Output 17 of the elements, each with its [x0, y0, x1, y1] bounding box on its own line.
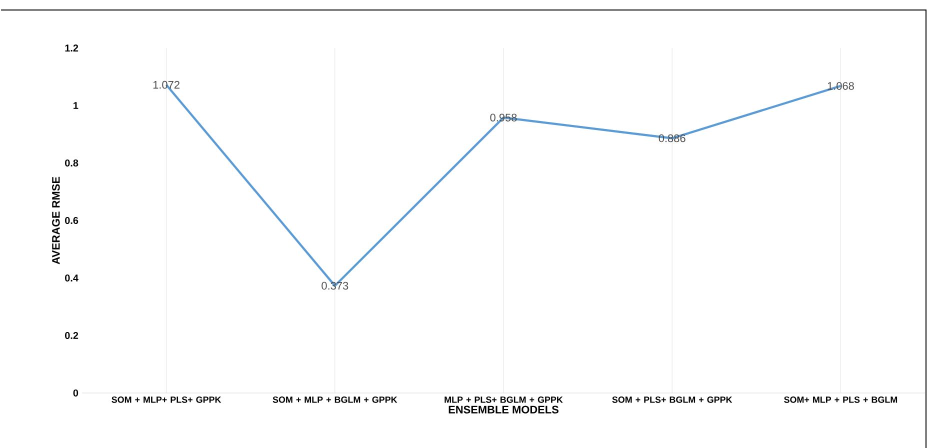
y-tick-label: 0.4: [65, 274, 78, 282]
y-tick-label: 0.6: [65, 216, 78, 224]
y-tick-label: 0.2: [65, 332, 78, 340]
x-axis-title: ENSEMBLE MODELS: [448, 406, 558, 414]
y-tick-label: 0: [73, 389, 78, 397]
data-label: 1.072: [153, 80, 180, 89]
data-label: 0.373: [322, 282, 348, 290]
y-tick-label: 0.8: [65, 159, 78, 167]
y-tick-label: 1.2: [65, 44, 78, 52]
y-tick-label: 1: [74, 102, 78, 109]
x-tick-label: SOM + MLP + BGLM + GPPK: [272, 396, 398, 403]
x-tick-label: SOM + PLS+ BGLM + GPPK: [612, 396, 732, 403]
x-tick-label: SOM+ MLP + PLS + BGLM: [784, 396, 898, 403]
y-axis-title: AVERAGE RMSE: [52, 176, 60, 264]
data-label: 1.068: [828, 82, 854, 90]
x-tick-label: MLP + PLS+ BGLM + GPPK: [444, 396, 563, 403]
x-tick-label: SOM + MLP+ PLS+ GPPK: [112, 396, 222, 403]
